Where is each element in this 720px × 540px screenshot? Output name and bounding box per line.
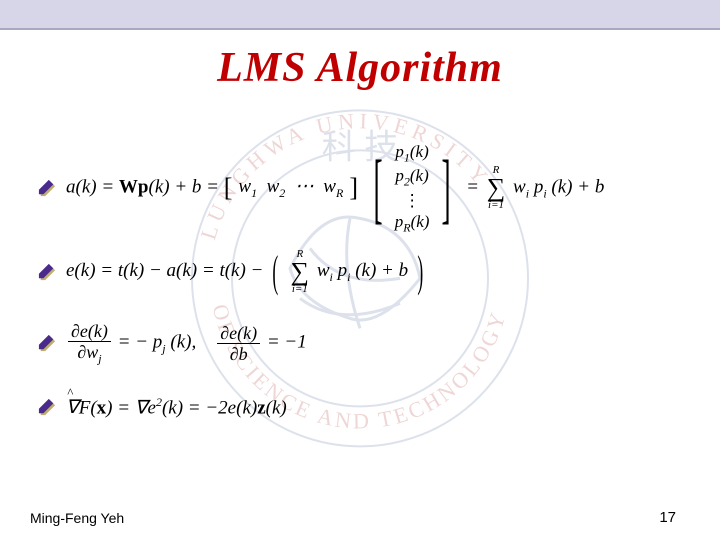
fraction-1: ∂e(k) ∂wj — [68, 322, 111, 365]
eq1-afterwp: (k) + b = — [149, 176, 224, 197]
sum-symbol: R ∑ i=1 — [291, 249, 310, 294]
eq3-text: ∂e(k) ∂wj = − pj (k), ∂e(k) ∂b = −1 — [66, 322, 307, 365]
row-vector: [ w1 w2 ⋯ wR ] — [224, 173, 358, 203]
equation-2: e(k) = t(k) − a(k) = t(k) − ( R ∑ i=1 wi… — [38, 240, 682, 304]
eq1-wp: Wp — [119, 176, 149, 197]
eq4-text: ∇^F(x) = ∇e2(k) = −2e(k)z(k) — [66, 395, 287, 419]
footer-page: 17 — [659, 509, 676, 526]
fraction-2: ∂e(k) ∂b — [217, 324, 260, 363]
sum-symbol: R ∑ i=1 — [487, 165, 506, 210]
bullet-icon — [38, 179, 56, 197]
equation-4: ∇^F(x) = ∇e2(k) = −2e(k)z(k) — [38, 386, 682, 428]
bullet-icon — [38, 334, 56, 352]
footer-author: Ming-Feng Yeh — [30, 510, 124, 526]
top-bar — [0, 0, 720, 30]
eq1-prefix: a(k) = — [66, 176, 119, 197]
column-vector: [ p1(k) p2(k) ⋮ pR(k) ] — [365, 139, 460, 237]
eq2-text: e(k) = t(k) − a(k) = t(k) − ( R ∑ i=1 wi… — [66, 249, 428, 294]
equation-3: ∂e(k) ∂wj = − pj (k), ∂e(k) ∂b = −1 — [38, 314, 682, 372]
bullet-icon — [38, 263, 56, 281]
equation-1: a(k) = Wp(k) + b = [ w1 w2 ⋯ wR ] [ p1(k… — [38, 142, 682, 234]
eq1-text: a(k) = Wp(k) + b = [ w1 w2 ⋯ wR ] [ p1(k… — [66, 139, 604, 237]
page-title: LMS Algorithm — [0, 44, 720, 92]
content-area: a(k) = Wp(k) + b = [ w1 w2 ⋯ wR ] [ p1(k… — [38, 142, 682, 428]
bullet-icon — [38, 398, 56, 416]
